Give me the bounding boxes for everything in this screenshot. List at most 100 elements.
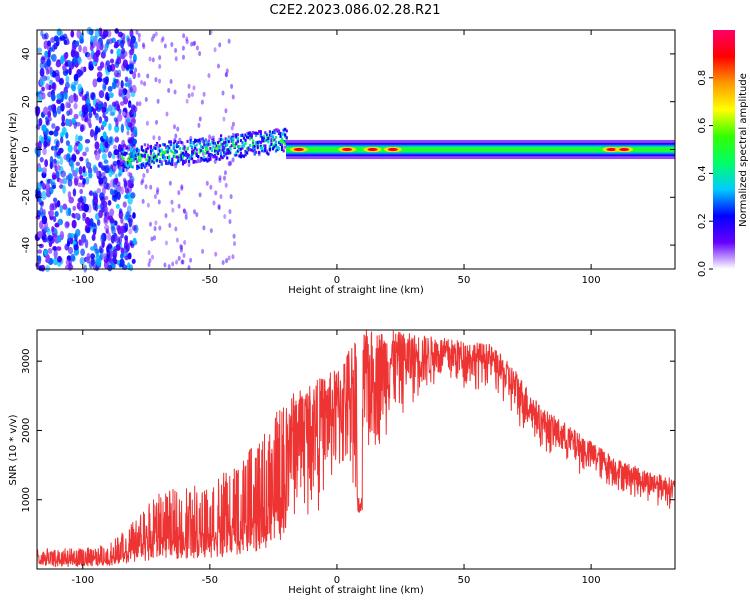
- heatmap-cell: [207, 139, 211, 143]
- heatmap-cell: [232, 133, 235, 137]
- heatmap-cell: [174, 226, 178, 232]
- heatmap-cell: [222, 116, 226, 122]
- heatmap-cell: [130, 132, 136, 138]
- heatmap-cell: [120, 166, 124, 170]
- heatmap-cell: [276, 128, 279, 132]
- heatmap-cell: [175, 161, 178, 165]
- heatmap-cell: [218, 177, 222, 183]
- heatmap-cell: [126, 164, 130, 168]
- heatmap-cell: [158, 225, 162, 231]
- heatmap-cell: [152, 146, 156, 150]
- heatmap-cell: [149, 149, 153, 153]
- heatmap-cell: [239, 147, 243, 151]
- heatmap-cell: [261, 139, 264, 143]
- heatmap-cell: [258, 151, 261, 155]
- heatmap-cell: [119, 253, 124, 260]
- heatmap-cell: [186, 139, 189, 143]
- heatmap-cell: [282, 132, 285, 136]
- heatmap-cell: [200, 99, 204, 105]
- heatmap-cell: [209, 152, 212, 156]
- heatmap-cell: [106, 250, 111, 259]
- heatmap-cell: [104, 206, 109, 213]
- heatmap-cell: [259, 146, 262, 150]
- heatmap-cell: [47, 248, 53, 254]
- heatmap-cell: [114, 235, 120, 244]
- heatmap-cell: [245, 147, 249, 151]
- heatmap-cell: [224, 140, 227, 144]
- heatmap-cell: [74, 51, 79, 59]
- heatmap-cell: [215, 157, 218, 161]
- heatmap-cell: [137, 152, 140, 156]
- heatmap-cell: [229, 137, 232, 141]
- heatmap-cell: [235, 142, 238, 146]
- heatmap-cell: [122, 111, 126, 117]
- heatmap-cell: [175, 259, 179, 265]
- heatmap-cell: [131, 158, 134, 162]
- heatmap-cell: [232, 233, 236, 239]
- heatmap-cell: [248, 137, 252, 141]
- heatmap-cell: [89, 217, 94, 227]
- heatmap-cell: [193, 209, 197, 215]
- y-tick-label: 2000: [21, 418, 32, 443]
- heatmap-cell: [131, 165, 134, 169]
- heatmap-cell: [79, 175, 84, 181]
- heatmap-cell: [103, 159, 109, 164]
- heatmap-cell: [258, 129, 261, 133]
- heatmap-cell: [284, 145, 287, 149]
- heatmap-cell: [40, 56, 46, 65]
- heatmap-cell: [200, 156, 203, 160]
- heatmap-cell: [54, 210, 59, 217]
- heatmap-cell: [177, 255, 181, 261]
- heatmap-cell: [114, 136, 120, 143]
- heatmap-cell: [261, 136, 264, 140]
- heatmap-cell: [189, 141, 192, 145]
- heatmap-cell: [52, 215, 57, 223]
- heatmap-cell: [65, 207, 69, 217]
- heatmap-cell: [220, 134, 223, 138]
- heatmap-cell: [56, 246, 62, 251]
- heatmap-cell: [160, 153, 163, 157]
- heatmap-cell: [226, 151, 229, 155]
- heatmap-cell: [41, 33, 47, 40]
- heatmap-cell: [172, 151, 175, 155]
- heatmap-cell: [166, 156, 169, 160]
- colorbar-gradient: [713, 30, 735, 269]
- heatmap-cell: [77, 69, 84, 76]
- heatmap-cell: [224, 72, 228, 78]
- heatmap-cell: [271, 135, 275, 139]
- heatmap-cell: [181, 259, 185, 265]
- heatmap-cell: [219, 194, 223, 200]
- heatmap-cell: [212, 141, 215, 145]
- heatmap-cell: [64, 221, 70, 229]
- heatmap-cell: [79, 124, 85, 133]
- heatmap-cell: [46, 44, 52, 52]
- heatmap-cell: [38, 117, 43, 127]
- heatmap-cell: [198, 150, 201, 154]
- heatmap-cell: [55, 125, 60, 132]
- heatmap-cell: [162, 155, 165, 159]
- heatmap-cell: [75, 161, 81, 167]
- heatmap-cell: [152, 161, 156, 165]
- heatmap-cell: [82, 151, 87, 157]
- heatmap-cell: [78, 196, 84, 204]
- heatmap-cell: [130, 157, 133, 161]
- heatmap-cell: [151, 154, 154, 158]
- heatmap-cell: [117, 144, 122, 153]
- heatmap-cell: [89, 44, 94, 52]
- snr-x-axis-label: Height of straight line (km): [288, 585, 424, 596]
- heatmap-cell: [241, 154, 244, 158]
- heatmap-cell: [220, 156, 223, 160]
- heatmap-cell: [258, 153, 261, 157]
- snr-y-axis-label: SNR (10 * v/v): [8, 414, 19, 485]
- heatmap-cell: [90, 257, 95, 267]
- heatmap-cell: [124, 116, 128, 122]
- heatmap-cell: [178, 154, 182, 158]
- heatmap-cell: [253, 148, 256, 152]
- heatmap-cell: [123, 181, 127, 187]
- heatmap-cell: [152, 235, 156, 241]
- heatmap-cell: [86, 26, 92, 35]
- spectrogram-x-axis-label: Height of straight line (km): [288, 285, 424, 296]
- heatmap-cell: [103, 215, 108, 224]
- heatmap-cell: [183, 239, 187, 245]
- heatmap-cell: [156, 98, 160, 104]
